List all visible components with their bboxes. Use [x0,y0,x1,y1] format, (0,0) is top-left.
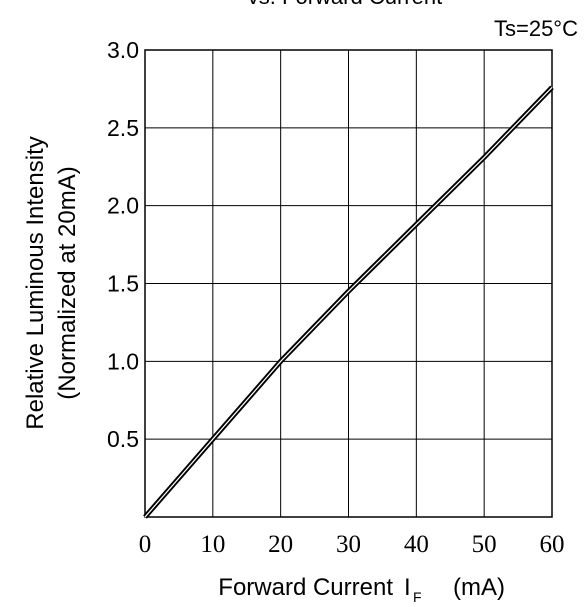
y-tick-label-5: 3.0 [107,37,139,63]
x-tick-label-2: 20 [268,531,293,558]
series-line-inner-0 [144,86,553,518]
y-axis-label-line2: (Normalized at 20mA) [54,166,81,399]
chart-title: vs. Forward Current [248,0,442,9]
y-tick-label-3: 2.0 [107,193,139,219]
y-tick-labels: 0.5 1.0 1.5 2.0 2.5 3.0 [107,37,139,452]
x-axis-label-symbol: I [404,574,411,601]
y-tick-label-0: 0.5 [107,426,139,452]
x-tick-label-3: 30 [336,531,361,558]
x-tick-label-4: 40 [404,531,429,558]
y-axis-label-line1: Relative Luminous Intensity [22,136,49,429]
x-tick-label-6: 60 [540,531,565,558]
y-tick-label-4: 2.5 [107,115,139,141]
series-lines [143,85,554,519]
y-tick-label-1: 1.0 [107,348,139,374]
x-tick-label-1: 10 [200,531,225,558]
x-tick-label-0: 0 [139,531,152,558]
x-tick-labels: 0 10 20 30 40 50 60 [139,531,565,558]
x-axis-label-unit: (mA) [453,574,505,601]
y-tick-label-2: 1.5 [107,271,139,297]
x-tick-label-5: 50 [472,531,497,558]
plot-frame [144,49,553,518]
condition-annotation: Ts=25°C [494,16,578,41]
x-axis-label-subscript: F [413,589,422,605]
x-axis-label-main: Forward Current [218,574,393,601]
